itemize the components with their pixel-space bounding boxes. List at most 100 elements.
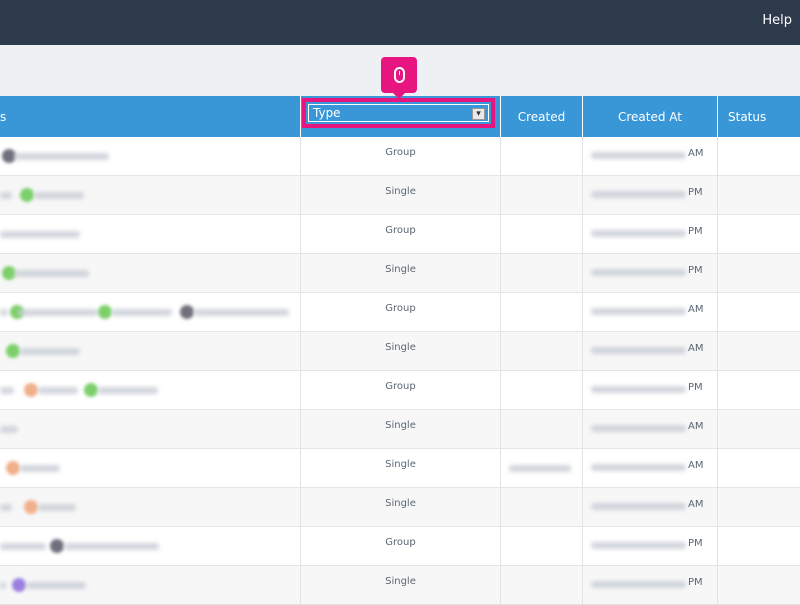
redacted-text: [64, 543, 159, 550]
redacted-text: [591, 386, 686, 393]
avatar: [20, 188, 34, 202]
table-row[interactable]: Group PM: [0, 371, 800, 410]
redacted-text: [591, 191, 686, 198]
redacted-text: [591, 269, 686, 276]
created-at-cell: PM: [583, 371, 718, 410]
redacted-text: [0, 192, 12, 199]
redacted-text: [38, 387, 78, 394]
am-pm-label: AM: [688, 421, 704, 432]
avatar: [12, 578, 26, 592]
redacted-text: [509, 465, 571, 472]
avatar: [84, 383, 98, 397]
table-row[interactable]: Single AM: [0, 332, 800, 371]
status-cell: [718, 254, 800, 293]
table-row[interactable]: Single AM: [0, 449, 800, 488]
members-cell: [0, 566, 301, 605]
type-cell: Single: [301, 410, 501, 449]
table-row[interactable]: Single AM: [0, 410, 800, 449]
created-at-cell: AM: [583, 488, 718, 527]
type-cell: Single: [301, 449, 501, 488]
table-row[interactable]: Single PM: [0, 254, 800, 293]
status-cell: [718, 332, 800, 371]
created-cell: [501, 449, 583, 488]
members-cell: [0, 215, 301, 254]
created-at-cell: PM: [583, 254, 718, 293]
redacted-text: [591, 464, 686, 471]
status-cell: [718, 137, 800, 176]
avatar: [98, 305, 112, 319]
column-header-members[interactable]: s: [0, 96, 301, 137]
redacted-text: [112, 309, 172, 316]
created-cell: [501, 137, 583, 176]
avatar: [2, 266, 16, 280]
type-cell: Single: [301, 488, 501, 527]
created-at-cell: AM: [583, 293, 718, 332]
click-indicator-badge: [381, 57, 417, 99]
created-cell: [501, 488, 583, 527]
type-cell: Group: [301, 293, 501, 332]
column-header-created-at[interactable]: Created At: [583, 96, 718, 137]
created-at-cell: AM: [583, 449, 718, 488]
am-pm-label: AM: [688, 148, 704, 159]
avatar: [2, 149, 16, 163]
redacted-text: [591, 425, 686, 432]
avatar: [24, 500, 38, 514]
am-pm-label: AM: [688, 499, 704, 510]
avatar: [24, 383, 38, 397]
redacted-text: [18, 309, 98, 316]
redacted-text: [0, 387, 14, 394]
members-cell: [0, 137, 301, 176]
avatar: [6, 461, 20, 475]
column-header-created[interactable]: Created: [501, 96, 583, 137]
chevron-down-icon[interactable]: ▾: [472, 108, 485, 120]
redacted-text: [591, 152, 686, 159]
am-pm-label: PM: [688, 265, 703, 276]
column-header-type[interactable]: [301, 96, 501, 137]
type-filter-select[interactable]: Type ▾: [302, 98, 495, 128]
type-cell: Single: [301, 254, 501, 293]
redacted-text: [591, 542, 686, 549]
redacted-text: [26, 582, 86, 589]
redacted-text: [0, 426, 18, 433]
table-row[interactable]: Group PM: [0, 527, 800, 566]
redacted-text: [591, 230, 686, 237]
am-pm-label: PM: [688, 538, 703, 549]
redacted-text: [591, 503, 686, 510]
am-pm-label: AM: [688, 343, 704, 354]
redacted-text: [0, 504, 12, 511]
am-pm-label: PM: [688, 226, 703, 237]
table-row[interactable]: Group PM: [0, 215, 800, 254]
table-row[interactable]: Group AM: [0, 137, 800, 176]
created-cell: [501, 254, 583, 293]
table-row[interactable]: Single PM: [0, 176, 800, 215]
redacted-text: [591, 347, 686, 354]
members-cell: [0, 488, 301, 527]
created-cell: [501, 176, 583, 215]
type-cell: Group: [301, 215, 501, 254]
type-cell: Group: [301, 527, 501, 566]
type-cell: Group: [301, 137, 501, 176]
created-at-cell: PM: [583, 176, 718, 215]
status-cell: [718, 176, 800, 215]
created-cell: [501, 527, 583, 566]
members-cell: [0, 254, 301, 293]
am-pm-label: AM: [688, 460, 704, 471]
redacted-text: [38, 504, 76, 511]
table-row[interactable]: Single PM: [0, 566, 800, 605]
type-filter-field[interactable]: Type ▾: [308, 104, 489, 122]
type-filter-label: Type: [313, 106, 341, 120]
created-cell: [501, 566, 583, 605]
type-cell: Single: [301, 176, 501, 215]
members-cell: [0, 449, 301, 488]
table-row[interactable]: Group AM: [0, 293, 800, 332]
help-link[interactable]: Help: [762, 13, 792, 28]
redacted-text: [591, 308, 686, 315]
redacted-text: [34, 192, 84, 199]
redacted-text: [14, 153, 109, 160]
table-row[interactable]: Single AM: [0, 488, 800, 527]
column-header-status[interactable]: Status: [718, 96, 800, 137]
status-cell: [718, 566, 800, 605]
members-cell: [0, 176, 301, 215]
created-cell: [501, 215, 583, 254]
created-at-cell: PM: [583, 527, 718, 566]
